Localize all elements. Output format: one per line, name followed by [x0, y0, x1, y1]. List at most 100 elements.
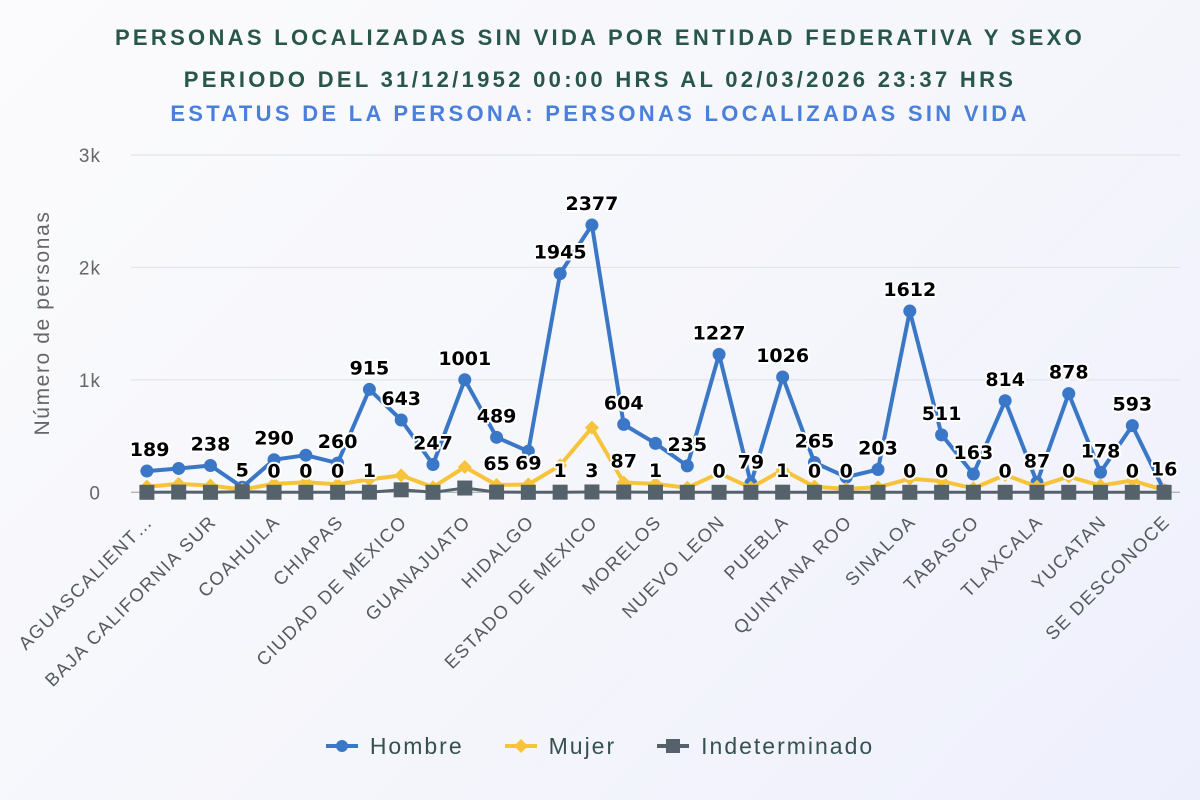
chart-title: PERSONAS LOCALIZADAS SIN VIDA POR ENTIDA… [114, 25, 1086, 50]
data-point-hombre[interactable] [839, 470, 853, 484]
data-point-hombre[interactable] [871, 462, 885, 476]
data-point-indeterminado[interactable] [457, 480, 473, 496]
data-point-hombre[interactable] [1125, 419, 1139, 433]
data-point-mujer[interactable] [998, 467, 1013, 482]
data-point-indeterminado[interactable] [171, 484, 187, 500]
data-point-hombre[interactable] [140, 464, 154, 478]
data-point-indeterminado[interactable] [902, 484, 918, 500]
legend-item-mujer[interactable]: Mujer [504, 731, 617, 761]
data-label-hombre: 489 [477, 405, 517, 427]
data-point-hombre[interactable] [649, 436, 662, 450]
data-point-hombre[interactable] [966, 467, 980, 481]
data-point-indeterminado[interactable] [489, 484, 505, 500]
data-label-indeterminado: 5 [236, 460, 249, 482]
data-point-indeterminado[interactable] [234, 484, 250, 500]
data-point-mujer[interactable] [394, 468, 409, 483]
data-point-indeterminado[interactable] [679, 484, 695, 500]
data-point-mujer[interactable] [712, 466, 727, 481]
data-point-hombre[interactable] [807, 456, 821, 470]
data-point-indeterminado[interactable] [1156, 484, 1172, 500]
x-tick-label: QUINTANA ROO [729, 511, 856, 638]
data-label-indeterminado: 1 [649, 460, 662, 482]
data-point-hombre[interactable] [203, 459, 217, 473]
data-point-indeterminado[interactable] [648, 484, 663, 500]
data-point-indeterminado[interactable] [202, 484, 218, 500]
data-point-indeterminado[interactable] [1093, 484, 1109, 500]
data-label-indeterminado: 1 [363, 460, 376, 482]
data-point-indeterminado[interactable] [775, 484, 791, 500]
data-point-hombre[interactable] [1062, 387, 1076, 401]
data-point-indeterminado[interactable] [520, 484, 536, 500]
data-point-indeterminado[interactable] [616, 484, 632, 500]
data-point-hombre[interactable] [712, 347, 726, 361]
data-point-mujer[interactable] [362, 472, 377, 487]
data-point-indeterminado[interactable] [934, 484, 950, 500]
y-tick-label: 0 [89, 483, 101, 504]
data-point-hombre[interactable] [617, 417, 631, 431]
data-point-indeterminado[interactable] [361, 484, 377, 500]
data-point-indeterminado[interactable] [711, 484, 727, 500]
data-point-indeterminado[interactable] [838, 484, 854, 500]
data-label-indeterminado: 0 [331, 460, 344, 482]
legend-item-indeterminado[interactable]: Indeterminado [657, 731, 874, 761]
data-point-hombre[interactable] [267, 453, 281, 467]
legend-item-hombre[interactable]: Hombre [325, 731, 464, 761]
data-point-indeterminado[interactable] [330, 484, 346, 500]
data-point-mujer[interactable] [902, 471, 917, 486]
data-point-mujer[interactable] [1061, 469, 1076, 484]
data-point-indeterminado[interactable] [584, 484, 600, 500]
data-point-hombre[interactable] [1094, 465, 1108, 479]
data-point-indeterminado[interactable] [393, 482, 409, 498]
data-point-mujer[interactable] [1125, 473, 1140, 488]
data-point-mujer[interactable] [553, 458, 568, 473]
data-label-hombre: 1026 [756, 345, 809, 367]
data-point-mujer[interactable] [457, 460, 472, 475]
x-axis: AGUASCALIENT…BAJA CALIFORNIA SURCOAHUILA… [14, 491, 1180, 691]
data-point-indeterminado[interactable] [425, 484, 441, 500]
data-label-hombre: 1001 [438, 348, 491, 370]
data-point-mujer[interactable] [775, 462, 790, 477]
legend: Hombre Mujer Indeterminado [0, 730, 1200, 762]
data-point-indeterminado[interactable] [552, 484, 568, 500]
data-point-indeterminado[interactable] [298, 484, 314, 500]
data-point-hombre[interactable] [585, 218, 599, 232]
data-point-hombre[interactable] [426, 458, 440, 472]
data-point-hombre[interactable] [553, 267, 567, 281]
data-point-indeterminado[interactable] [743, 484, 759, 500]
data-point-hombre[interactable] [935, 428, 949, 442]
data-point-hombre[interactable] [521, 444, 535, 458]
data-point-hombre[interactable] [998, 394, 1012, 408]
data-point-indeterminado[interactable] [997, 484, 1013, 500]
data-point-indeterminado[interactable] [266, 484, 282, 500]
data-label-indeterminado: 0 [840, 460, 853, 482]
data-point-hombre[interactable] [299, 448, 313, 462]
data-point-hombre[interactable] [903, 304, 917, 318]
data-point-hombre[interactable] [490, 430, 504, 444]
data-point-hombre[interactable] [776, 370, 790, 384]
data-point-indeterminado[interactable] [1124, 484, 1140, 500]
data-point-indeterminado[interactable] [1061, 484, 1077, 500]
data-label-hombre: 247 [413, 433, 453, 455]
data-label-indeterminado: 0 [1062, 460, 1075, 482]
data-point-indeterminado[interactable] [139, 484, 155, 500]
data-point-mujer[interactable] [934, 474, 949, 489]
data-point-hombre[interactable] [331, 456, 345, 470]
data-point-indeterminado[interactable] [965, 484, 981, 500]
data-label-hombre: 511 [922, 403, 962, 425]
data-label-hombre: 203 [858, 437, 898, 459]
data-label-mujer: 65 [483, 453, 509, 475]
data-label-hombre: 915 [350, 357, 390, 379]
data-point-hombre[interactable] [458, 373, 472, 387]
y-tick-label: 2k [79, 258, 101, 279]
legend-label-indeterminado: Indeterminado [701, 733, 875, 759]
data-point-hombre[interactable] [394, 413, 408, 427]
data-point-hombre[interactable] [172, 461, 186, 475]
data-point-mujer[interactable] [584, 420, 599, 435]
data-point-hombre[interactable] [362, 382, 376, 396]
data-point-hombre[interactable] [680, 459, 694, 473]
data-point-indeterminado[interactable] [1029, 484, 1045, 500]
data-point-indeterminado[interactable] [870, 484, 886, 500]
data-point-indeterminado[interactable] [806, 484, 822, 500]
data-label-indeterminado: 0 [299, 460, 312, 482]
data-label-hombre: 238 [191, 434, 231, 456]
